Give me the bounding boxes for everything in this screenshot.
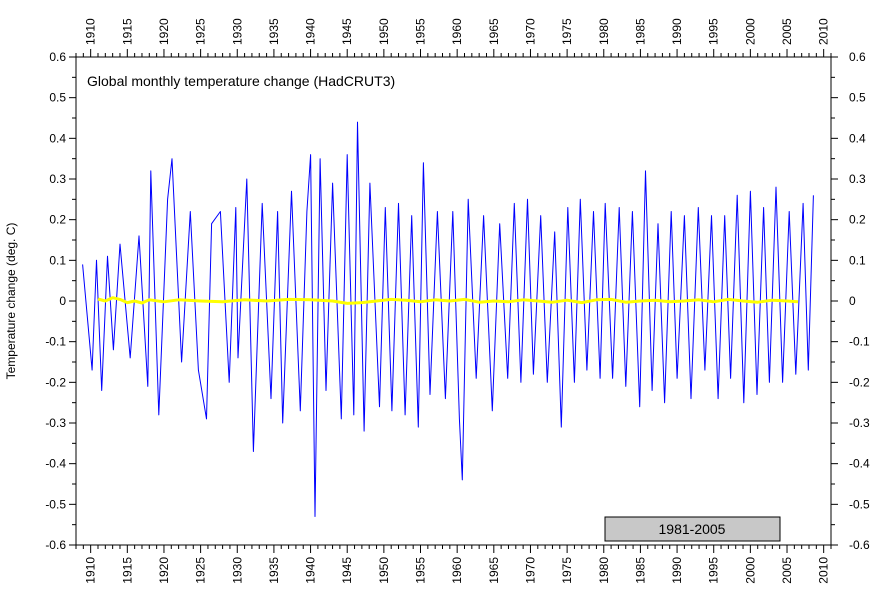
y-tick-label-right: 0.4 <box>849 131 866 145</box>
y-tick-label-left: -0.2 <box>45 375 66 389</box>
x-tick-label-top: 1930 <box>230 18 244 45</box>
y-tick-label-left: -0.6 <box>45 538 66 552</box>
y-tick-label-left: 0.6 <box>49 50 66 64</box>
x-tick-label-bottom: 2010 <box>817 557 831 584</box>
x-tick-label-top: 1920 <box>157 18 171 45</box>
x-tick-label-top: 1910 <box>84 18 98 45</box>
x-tick-label-top: 1965 <box>487 18 501 45</box>
y-tick-label-right: 0.1 <box>849 253 866 267</box>
y-tick-label-right: -0.3 <box>849 416 870 430</box>
x-tick-label-top: 1955 <box>414 18 428 45</box>
y-axis-label: Temperature change (deg. C) <box>4 223 18 380</box>
x-tick-label-top: 1960 <box>450 18 464 45</box>
y-tick-label-right: 0 <box>849 294 856 308</box>
x-tick-label-bottom: 1965 <box>487 557 501 584</box>
smoothed-series-line <box>97 296 799 305</box>
x-tick-label-top: 2000 <box>743 18 757 45</box>
x-tick-label-bottom: 1985 <box>633 557 647 584</box>
x-tick-label-top: 1990 <box>670 18 684 45</box>
x-tick-label-bottom: 1990 <box>670 557 684 584</box>
y-tick-label-left: 0.2 <box>49 213 66 227</box>
chart-title: Global monthly temperature change (HadCR… <box>87 73 395 89</box>
x-tick-label-bottom: 2000 <box>743 557 757 584</box>
x-tick-label-bottom: 1930 <box>230 557 244 584</box>
x-tick-label-bottom: 1995 <box>707 557 721 584</box>
y-tick-label-left: 0.3 <box>49 172 66 186</box>
y-tick-label-left: 0 <box>59 294 66 308</box>
x-tick-label-top: 1995 <box>707 18 721 45</box>
y-tick-label-right: 0.6 <box>849 50 866 64</box>
y-tick-label-right: -0.2 <box>849 375 870 389</box>
y-tick-label-right: -0.5 <box>849 497 870 511</box>
x-tick-label-bottom: 1945 <box>340 557 354 584</box>
x-tick-label-top: 1940 <box>304 18 318 45</box>
x-tick-label-top: 2005 <box>780 18 794 45</box>
y-tick-label-left: -0.3 <box>45 416 66 430</box>
x-tick-label-bottom: 1940 <box>304 557 318 584</box>
y-tick-label-right: 0.3 <box>849 172 866 186</box>
y-tick-label-right: -0.4 <box>849 457 870 471</box>
x-tick-label-top: 1950 <box>377 18 391 45</box>
x-tick-label-bottom: 1970 <box>523 557 537 584</box>
x-tick-label-bottom: 1955 <box>414 557 428 584</box>
y-tick-label-left: -0.1 <box>45 335 66 349</box>
x-tick-label-bottom: 1975 <box>560 557 574 584</box>
y-tick-label-left: 0.5 <box>49 91 66 105</box>
y-tick-label-left: -0.4 <box>45 457 66 471</box>
legend-box: 1981-2005 <box>604 516 781 542</box>
y-tick-label-left: 0.1 <box>49 253 66 267</box>
y-tick-label-right: -0.1 <box>849 335 870 349</box>
x-tick-label-bottom: 1925 <box>194 557 208 584</box>
x-tick-label-bottom: 1950 <box>377 557 391 584</box>
monthly-series-line <box>82 121 814 517</box>
axes-layer: -0.6 -0.6 -0.5 -0.5 -0.4 -0.4 -0.3 -0.3 -0.2 -0.2… <box>45 18 870 584</box>
x-tick-label-bottom: 1960 <box>450 557 464 584</box>
x-tick-label-bottom: 2005 <box>780 557 794 584</box>
x-tick-label-top: 2010 <box>817 18 831 45</box>
legend-swatch <box>604 516 781 542</box>
x-tick-label-bottom: 1920 <box>157 557 171 584</box>
x-tick-label-top: 1925 <box>194 18 208 45</box>
y-tick-label-right: 0.5 <box>849 91 866 105</box>
x-tick-label-bottom: 1980 <box>597 557 611 584</box>
x-tick-label-top: 1935 <box>267 18 281 45</box>
x-tick-label-bottom: 1910 <box>84 557 98 584</box>
x-tick-label-bottom: 1935 <box>267 557 281 584</box>
y-tick-label-right: 0.2 <box>849 213 866 227</box>
x-tick-label-top: 1970 <box>523 18 537 45</box>
x-tick-label-top: 1915 <box>120 18 134 45</box>
x-tick-label-top: 1975 <box>560 18 574 45</box>
y-tick-label-left: -0.5 <box>45 497 66 511</box>
x-tick-label-bottom: 1915 <box>120 557 134 584</box>
series-layer <box>82 121 814 517</box>
x-tick-label-top: 1985 <box>633 18 647 45</box>
x-tick-label-top: 1945 <box>340 18 354 45</box>
y-tick-label-left: 0.4 <box>49 131 66 145</box>
x-tick-label-top: 1980 <box>597 18 611 45</box>
legend-label: 1981-2005 <box>659 521 726 537</box>
y-tick-label-right: -0.6 <box>849 538 870 552</box>
